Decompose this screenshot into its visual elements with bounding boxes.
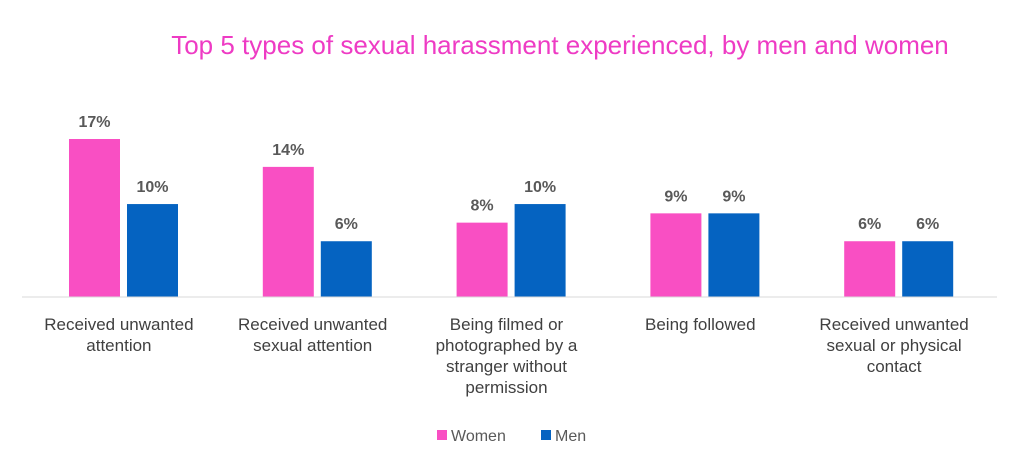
data-label-men-1: 6% <box>335 216 358 233</box>
bar-men-4 <box>902 241 954 297</box>
bar-men-1 <box>320 241 372 297</box>
bar-men-3 <box>708 213 760 297</box>
data-label-men-0: 10% <box>136 179 168 196</box>
data-label-men-3: 9% <box>722 188 745 205</box>
category-label-2: Being filmed or photographed by a stranger… <box>436 315 578 397</box>
data-label-women-2: 8% <box>471 198 494 215</box>
legend: Women Men <box>437 428 586 445</box>
bar-women-4 <box>844 241 896 297</box>
bar-group: 17% 10% 14% 6% 8% 10% 9% 9% 6% 6% <box>69 114 954 297</box>
legend-label-men: Men <box>555 428 586 445</box>
category-label-4: Received unwanted sexual or physical conta… <box>819 315 968 376</box>
category-label-3: Being followed <box>645 315 756 334</box>
data-label-women-0: 17% <box>78 114 110 131</box>
bar-women-0 <box>69 139 120 297</box>
data-label-men-2: 10% <box>524 179 556 196</box>
bar-women-2 <box>456 222 508 297</box>
chart-title: Top 5 types of sexual harassment experie… <box>171 30 949 60</box>
data-label-women-4: 6% <box>858 216 881 233</box>
bar-women-1 <box>262 166 314 297</box>
data-label-men-4: 6% <box>916 216 939 233</box>
data-label-women-3: 9% <box>664 188 687 205</box>
data-label-women-1: 14% <box>272 142 304 159</box>
category-labels: Received unwanted attention Received unwan… <box>44 315 969 397</box>
legend-label-women: Women <box>451 428 506 445</box>
category-label-0: Received unwanted attention <box>44 315 193 355</box>
category-label-1: Received unwanted sexual attention <box>238 315 387 355</box>
bar-men-0 <box>127 204 178 297</box>
legend-swatch-men <box>541 430 551 440</box>
legend-swatch-women <box>437 430 447 440</box>
bar-women-3 <box>650 213 702 297</box>
bar-men-2 <box>514 204 566 297</box>
